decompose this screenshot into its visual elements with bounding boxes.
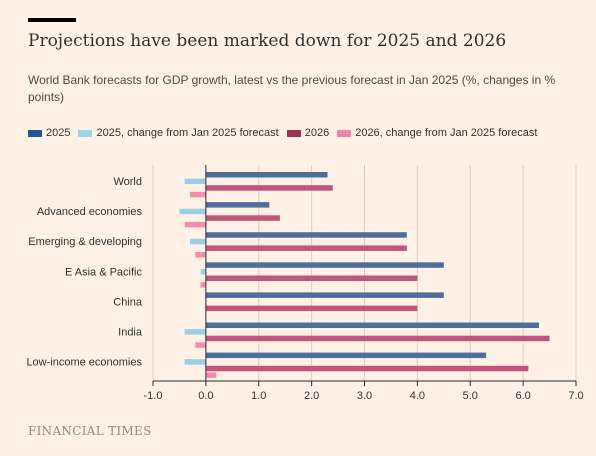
bar-2025-change	[190, 238, 206, 245]
bar-2026-change	[200, 282, 206, 288]
legend-swatch	[28, 129, 42, 137]
chart-subtitle: World Bank forecasts for GDP growth, lat…	[28, 73, 556, 104]
category-label: E Asia & Pacific	[65, 266, 143, 278]
bar-2025	[205, 322, 539, 328]
bar-2025-change	[184, 178, 206, 185]
x-tick-label: 5.0	[463, 390, 478, 402]
x-tick-label: 0.0	[198, 390, 213, 402]
category-label: Low-income economies	[26, 357, 142, 369]
bar-2025-change	[184, 329, 206, 335]
bar-2026	[205, 275, 418, 281]
x-tick-label: -1.0	[144, 390, 163, 402]
category-label: Emerging & developing	[28, 236, 142, 248]
legend-item-2026: 2026	[286, 127, 330, 139]
legend: 2025 2025, change from Jan 2025 forecast…	[28, 127, 545, 139]
bar-2026	[205, 335, 550, 342]
bar-2025-change	[200, 268, 206, 275]
x-tick-label: 4.0	[410, 390, 425, 402]
legend-swatch	[78, 129, 93, 137]
bar-2026-change	[195, 252, 206, 258]
header-rule	[28, 18, 76, 22]
bar-2025	[205, 172, 328, 178]
legend-label: 2025	[46, 127, 71, 139]
chart-title: Projections have been marked down for 20…	[28, 31, 507, 51]
x-tick-label: 7.0	[568, 390, 583, 402]
legend-swatch	[286, 129, 301, 137]
bar-2026	[205, 305, 418, 312]
bar-2026	[205, 245, 407, 251]
legend-swatch	[337, 129, 352, 137]
bar-2026	[205, 215, 280, 221]
legend-item-2025-change: 2025, change from Jan 2025 forecast	[78, 127, 279, 139]
bar-2025	[205, 202, 270, 208]
x-tick-label: 2.0	[304, 390, 319, 402]
bar-2025	[205, 262, 444, 268]
x-tick-label: 6.0	[515, 390, 530, 402]
category-label: India	[118, 327, 143, 339]
legend-item-2026-change: 2026, change from Jan 2025 forecast	[337, 127, 537, 139]
bar-2026-change	[190, 191, 206, 198]
legend-label: 2026, change from Jan 2025 forecast	[355, 127, 538, 139]
category-label: Advanced economies	[37, 206, 143, 218]
bar-2026-change	[205, 372, 217, 378]
bar-2026-change	[184, 221, 206, 228]
category-label: China	[113, 296, 143, 308]
bar-2026-change	[195, 342, 206, 348]
legend-label: 2026	[304, 127, 330, 139]
x-tick-label: 3.0	[357, 390, 372, 402]
bar-2025	[205, 292, 444, 298]
bar-2025-change	[184, 359, 206, 365]
bar-2026	[205, 365, 529, 372]
category-label: World	[113, 176, 142, 188]
legend-label: 2025, change from Jan 2025 forecast	[96, 127, 279, 139]
bar-2025	[205, 232, 407, 238]
bar-2025-change	[179, 208, 206, 215]
bar-2025	[205, 352, 487, 359]
source-logo: FINANCIAL TIMES	[28, 424, 152, 438]
legend-item-2025: 2025	[28, 127, 70, 139]
bar-2026	[205, 185, 333, 191]
x-tick-label: 1.0	[251, 390, 266, 402]
